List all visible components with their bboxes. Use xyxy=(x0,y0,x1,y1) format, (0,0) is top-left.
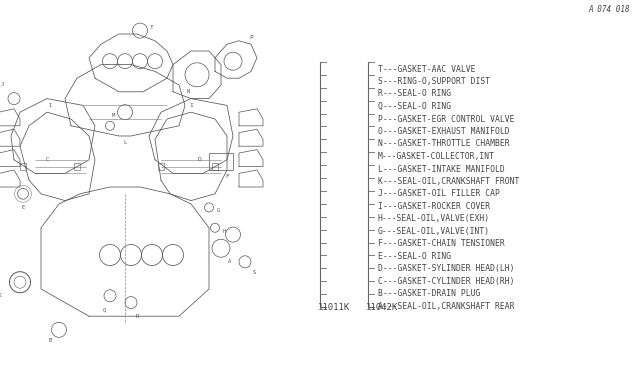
Bar xyxy=(212,163,218,170)
Text: L: L xyxy=(124,140,127,145)
Text: I: I xyxy=(189,103,193,108)
Text: M: M xyxy=(111,113,115,118)
Bar xyxy=(20,163,26,170)
Text: S---RING-O,SUPPORT DIST: S---RING-O,SUPPORT DIST xyxy=(378,77,490,86)
Text: L---GASKET-INTAKE MANIFOLD: L---GASKET-INTAKE MANIFOLD xyxy=(378,164,505,173)
Text: J: J xyxy=(1,83,4,87)
Text: E---SEAL-O RING: E---SEAL-O RING xyxy=(378,252,451,261)
Text: T: T xyxy=(150,25,154,30)
Text: J---GASKET-OIL FILLER CAP: J---GASKET-OIL FILLER CAP xyxy=(378,189,500,199)
Text: A: A xyxy=(228,259,232,264)
Text: 11011K: 11011K xyxy=(318,303,350,312)
Text: C---GASKET-CYLINDER HEAD(RH): C---GASKET-CYLINDER HEAD(RH) xyxy=(378,277,515,286)
Text: D: D xyxy=(198,157,202,162)
Text: D---GASKET-SYLINDER HEAD(LH): D---GASKET-SYLINDER HEAD(LH) xyxy=(378,264,515,273)
Text: N: N xyxy=(186,89,189,94)
Text: C: C xyxy=(45,157,49,162)
Text: H: H xyxy=(222,229,226,234)
Text: A 074 018: A 074 018 xyxy=(588,5,630,14)
Text: F---GASKET-CHAIN TENSIONER: F---GASKET-CHAIN TENSIONER xyxy=(378,240,505,248)
Text: M---GASKET-COLLECTOR,INT: M---GASKET-COLLECTOR,INT xyxy=(378,152,495,161)
Text: I: I xyxy=(49,103,52,108)
Bar xyxy=(209,153,233,170)
Text: S: S xyxy=(252,269,255,275)
Text: O---GASKET-EXHAUST MANIFOLD: O---GASKET-EXHAUST MANIFOLD xyxy=(378,127,509,136)
Text: K: K xyxy=(0,293,1,298)
Text: G: G xyxy=(216,208,220,213)
Text: R---SEAL-O RING: R---SEAL-O RING xyxy=(378,90,451,99)
Text: Q---SEAL-O RING: Q---SEAL-O RING xyxy=(378,102,451,111)
Bar xyxy=(74,163,80,170)
Text: K---SEAL-OIL,CRANKSHAFT FRONT: K---SEAL-OIL,CRANKSHAFT FRONT xyxy=(378,177,520,186)
Text: B: B xyxy=(49,337,52,343)
Text: B---GASKET-DRAIN PLUG: B---GASKET-DRAIN PLUG xyxy=(378,289,481,298)
Text: E: E xyxy=(21,205,24,210)
Text: P: P xyxy=(249,35,253,40)
Bar xyxy=(158,163,164,170)
Text: G---SEAL-OIL,VALVE(INT): G---SEAL-OIL,VALVE(INT) xyxy=(378,227,490,236)
Text: 11042K: 11042K xyxy=(366,303,398,312)
Text: A---SEAL-OIL,CRANKSHAFT REAR: A---SEAL-OIL,CRANKSHAFT REAR xyxy=(378,302,515,311)
Text: H---SEAL-OIL,VALVE(EXH): H---SEAL-OIL,VALVE(EXH) xyxy=(378,215,490,224)
Text: N---GASKET-THROTTLE CHAMBER: N---GASKET-THROTTLE CHAMBER xyxy=(378,140,509,148)
Text: P---GASKET-EGR CONTROL VALVE: P---GASKET-EGR CONTROL VALVE xyxy=(378,115,515,124)
Text: F: F xyxy=(225,174,229,179)
Text: I---GASKET-ROCKER COVER: I---GASKET-ROCKER COVER xyxy=(378,202,490,211)
Text: Q: Q xyxy=(102,307,106,312)
Text: R: R xyxy=(136,314,139,319)
Text: T---GASKET-AAC VALVE: T---GASKET-AAC VALVE xyxy=(378,64,476,74)
